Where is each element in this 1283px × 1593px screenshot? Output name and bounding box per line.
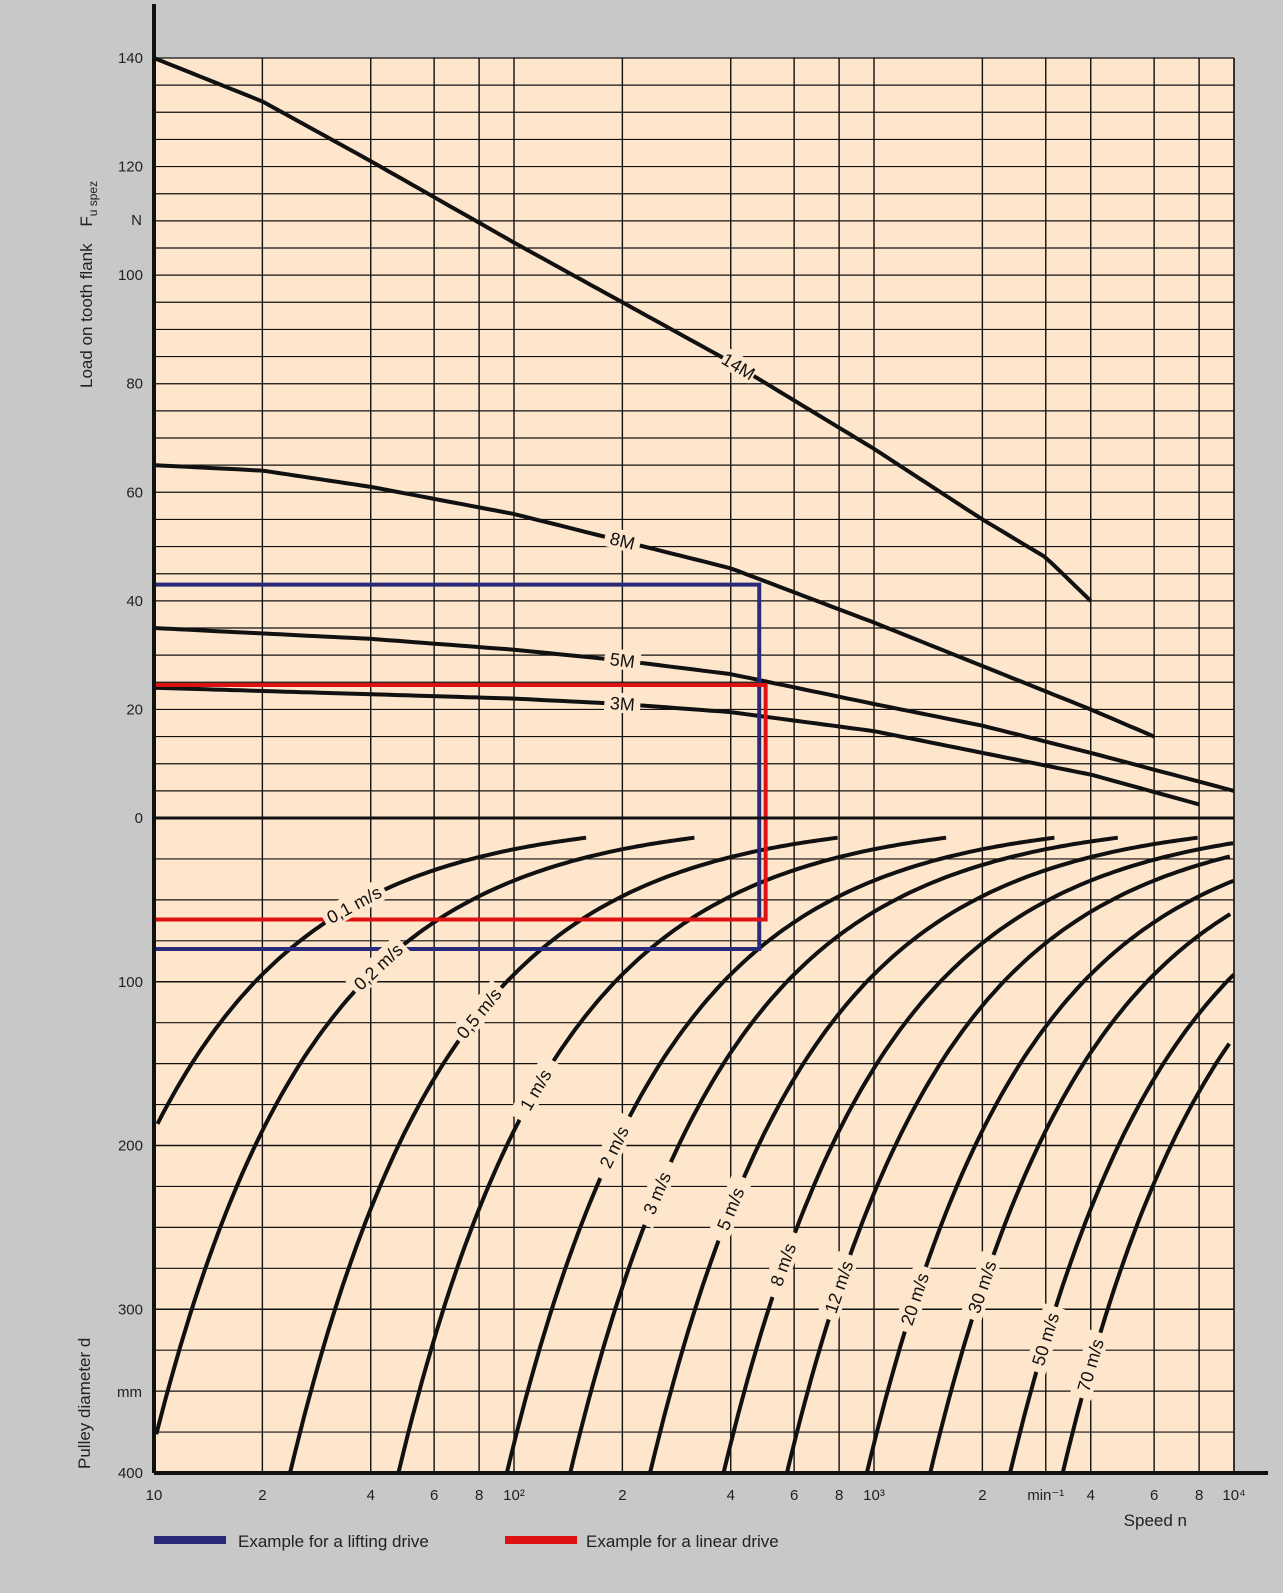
label-bg [760,1228,805,1301]
speed-curve [784,854,1231,1474]
x-tick-label: 2 [618,1487,626,1504]
x-tick-label: 10 [146,1487,163,1504]
axes [152,4,1268,1475]
load-curve [153,463,1155,739]
y-axis-lower-label: Pulley diameter d [75,1338,94,1469]
x-tick-label: 8 [475,1487,483,1504]
legend-swatch-lifting [154,1536,226,1544]
load-curves [153,56,1235,807]
y-tick-label: 140 [118,50,143,67]
x-tick-label: 10² [503,1487,525,1504]
y-tick-label: 60 [126,484,143,501]
label-bg [603,647,642,672]
x-tick-label: min⁻¹ [1027,1487,1064,1504]
linear-drive-path [154,683,768,922]
example-paths [154,582,768,951]
label-bg [1024,1303,1066,1375]
y-tick-label: 40 [126,593,143,610]
label-bg [588,1111,639,1183]
label-bg [508,1054,562,1125]
legend-label-lifting: Example for a lifting drive [238,1532,429,1551]
load-curve [153,626,1235,793]
speed-curve [864,878,1235,1474]
x-tick-label: 4 [1087,1487,1095,1504]
speed-curve [154,835,695,1435]
x-tick-label: 6 [1150,1487,1158,1504]
x-tick-label: 10³ [863,1487,885,1504]
load-curve [153,56,1093,603]
x-tick-label: 8 [835,1487,843,1504]
x-tick-label: 6 [430,1487,438,1504]
speed-curve [288,835,838,1474]
label-bg [603,691,642,715]
load-curve-label: 3M [609,693,635,715]
x-axis-label: Speed n [1124,1511,1187,1530]
legend-label-linear: Example for a linear drive [586,1532,779,1551]
x-tick-label: 4 [367,1487,375,1504]
speed-curve [721,841,1234,1474]
y-tick-label: 120 [118,159,143,176]
y-axis-upper-label: Load on tooth flank Fu spez [77,181,100,388]
y-tick-label: 200 [118,1138,143,1155]
y-tick-label: 100 [118,974,143,991]
label-bg [632,1157,680,1229]
y-tick-label: 80 [126,376,143,393]
legend: Example for a lifting drive Example for … [154,1532,779,1551]
label-bg [318,878,389,930]
gridlines [153,57,1235,1474]
x-tick-label: 2 [978,1487,986,1504]
lifting-drive-path [154,582,762,951]
label-bg [448,979,509,1047]
y-tick-label: 0 [135,810,143,827]
label-bg [345,934,411,998]
label-bg [706,1172,753,1245]
x-tick-label: 10⁴ [1222,1487,1245,1504]
load-curve [153,685,1200,807]
y-tick-label: 100 [118,267,143,284]
label-bg [718,347,760,384]
label-bg [892,1263,936,1335]
y-tick-label: 300 [118,1301,143,1318]
load-curve-label: 5M [609,649,636,672]
y-axis-lower-unit: mm [117,1384,142,1401]
x-tick-label: 8 [1195,1487,1203,1504]
label-bg [816,1251,860,1323]
label-bg [960,1251,1003,1323]
y-tick-label: 20 [126,701,143,718]
legend-swatch-linear [505,1536,577,1544]
label-bg [602,526,643,555]
y-tick-label: 400 [118,1465,143,1482]
speed-curve [504,835,1055,1474]
y-axis-upper-unit: N [131,212,142,229]
x-tick-label: 2 [258,1487,266,1504]
x-tick-label: 6 [790,1487,798,1504]
x-tick-label: 4 [727,1487,735,1504]
speed-curve [396,835,947,1474]
label-bg [1069,1329,1110,1401]
